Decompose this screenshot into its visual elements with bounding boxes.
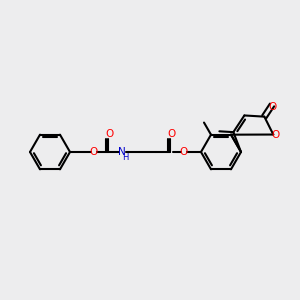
Text: O: O [180, 147, 188, 157]
Text: O: O [271, 130, 279, 140]
Text: H: H [122, 154, 128, 163]
Text: O: O [167, 129, 175, 139]
Text: N: N [118, 147, 126, 157]
Text: O: O [105, 129, 113, 139]
Text: O: O [268, 102, 276, 112]
Text: O: O [90, 147, 98, 157]
